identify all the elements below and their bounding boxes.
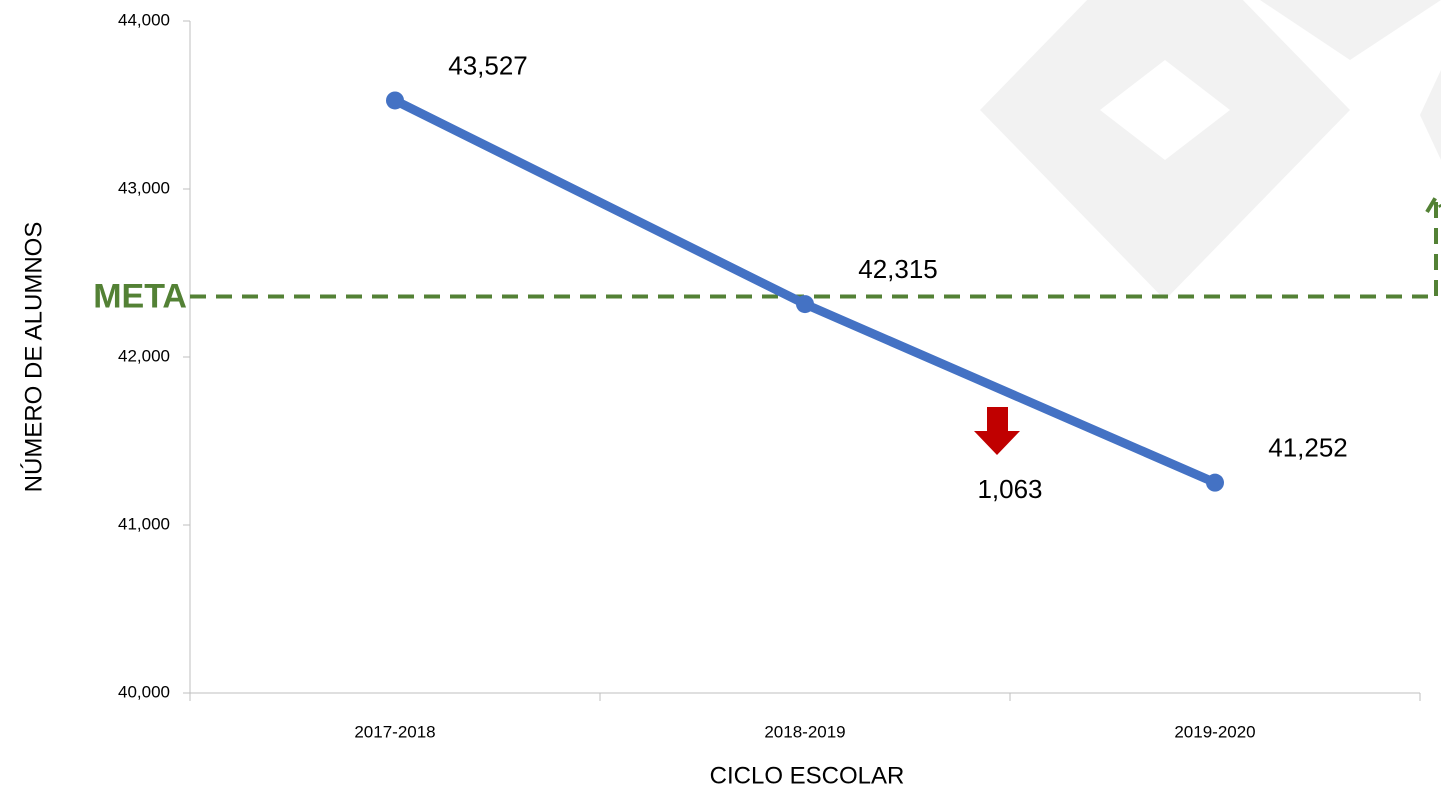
y-tick-label: 41,000 — [118, 514, 170, 533]
point — [796, 295, 814, 314]
y-tick-label: 40,000 — [118, 682, 170, 701]
down-arrow — [974, 407, 1020, 455]
y-tick-label: 42,000 — [118, 346, 170, 365]
data-label: 42,315 — [858, 254, 938, 284]
x-tick-label: 2018-2019 — [764, 722, 845, 741]
x-tick-label: 2017-2018 — [354, 722, 435, 741]
annotation: 1,063 — [977, 474, 1042, 504]
point — [1206, 473, 1224, 492]
x-axis-title: CICLO ESCOLAR — [710, 762, 905, 789]
data-label: 43,527 — [448, 50, 528, 80]
y-tick-label: 44,000 — [118, 10, 170, 29]
watermark — [980, 0, 1441, 300]
y-tick-label: 43,000 — [118, 178, 170, 197]
y-axis-title: NÚMERO DE ALUMNOS — [20, 222, 47, 493]
meta-arrow — [1425, 192, 1441, 296]
x-tick-label: 2019-2020 — [1174, 722, 1255, 741]
point — [386, 91, 404, 110]
data-label: 41,252 — [1268, 433, 1348, 463]
target-label: META — [93, 278, 187, 316]
